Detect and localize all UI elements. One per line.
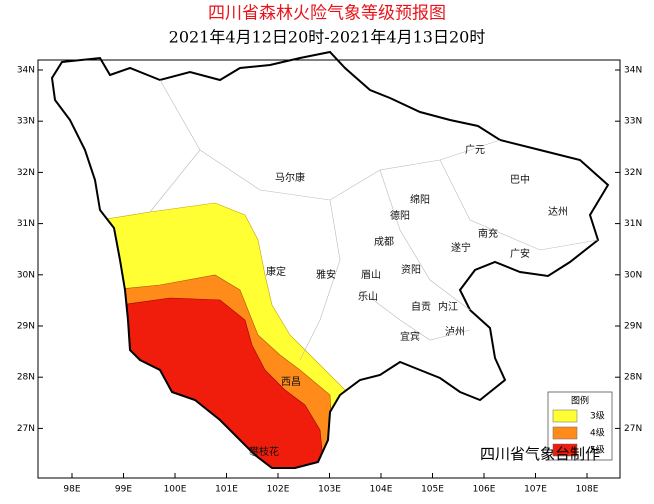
city-label: 西昌 [281, 376, 301, 388]
city-label: 泸州 [445, 326, 465, 338]
lat-label: 28N [624, 373, 642, 383]
lon-label: 102E [267, 485, 290, 495]
lon-label: 101E [215, 485, 238, 495]
city-label: 南充 [478, 227, 498, 240]
city-label: 康定 [266, 265, 286, 278]
lat-label: 29N [17, 322, 35, 332]
legend-label: 5级 [590, 444, 605, 456]
county-borders [149, 79, 599, 361]
city-label: 德阳 [390, 209, 410, 222]
legend: 图例 3级 4级 5级 [547, 391, 613, 461]
border [149, 79, 201, 213]
map-title: 四川省森林火险气象等级预报图 [208, 4, 446, 24]
lon-label: 99E [115, 485, 132, 495]
city-label: 自贡 [411, 300, 431, 313]
province-outline [50, 50, 610, 469]
city-label: 眉山 [361, 269, 381, 281]
lon-label: 103E [318, 485, 341, 495]
city-label: 绵阳 [410, 193, 430, 206]
border [359, 289, 471, 341]
city-label: 成都 [374, 236, 394, 248]
city-label: 广安 [510, 247, 530, 260]
border [439, 159, 599, 251]
lat-label: 34N [624, 66, 642, 76]
lat-label: 33N [624, 117, 642, 127]
lat-label: 32N [17, 168, 35, 178]
city-label: 内江 [438, 300, 458, 313]
lat-label: 32N [624, 168, 642, 178]
lon-label: 98E [63, 485, 80, 495]
lat-label: 31N [624, 219, 642, 229]
lat-label: 27N [624, 424, 642, 434]
legend-title: 图例 [571, 395, 589, 407]
lat-label: 27N [17, 424, 35, 434]
city-label: 宜宾 [400, 330, 420, 343]
border [299, 199, 341, 361]
border [379, 169, 471, 311]
city-label: 遂宁 [451, 241, 471, 254]
city-label: 乐山 [358, 291, 378, 303]
lat-label: 28N [17, 373, 35, 383]
lat-label: 30N [624, 270, 642, 280]
lon-label: 100E [164, 485, 187, 495]
legend-label: 3级 [590, 410, 605, 422]
city-label: 达州 [548, 206, 568, 218]
legend-swatch [552, 409, 578, 423]
lat-label: 31N [17, 219, 35, 229]
lon-label: 105E [421, 485, 444, 495]
lat-label: 33N [17, 117, 35, 127]
city-label: 雅安 [316, 268, 336, 281]
city-label: 广元 [465, 144, 485, 156]
border [199, 139, 501, 201]
city-label: 马尔康 [275, 171, 305, 184]
lon-label: 104E [370, 485, 393, 495]
legend-swatch [552, 426, 578, 440]
map-subtitle: 2021年4月12日20时-2021年4月13日20时 [169, 28, 486, 47]
lat-label: 34N [17, 66, 35, 76]
lat-label: 29N [624, 322, 642, 332]
city-label: 巴中 [510, 173, 530, 186]
legend-label: 4级 [590, 427, 605, 439]
lat-label: 30N [17, 270, 35, 280]
legend-swatch [552, 443, 578, 457]
lon-label: 106E [473, 485, 496, 495]
lon-label: 108E [576, 485, 599, 495]
city-label: 资阳 [401, 264, 421, 276]
credit: 四川省气象台制作 [480, 445, 600, 463]
city-label: 攀枝花 [249, 445, 279, 458]
lon-label: 107E [524, 485, 547, 495]
